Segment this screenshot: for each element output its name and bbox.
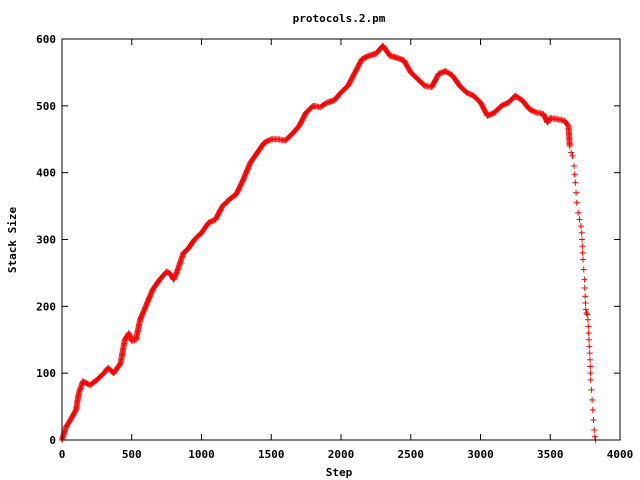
data-points [59,42,599,443]
y-tick-label: 200 [36,300,56,313]
data-point [267,136,274,143]
data-point [566,142,573,149]
data-point [588,386,595,393]
data-point [579,249,586,256]
data-point [587,356,594,363]
y-tick-label: 0 [49,434,56,447]
data-point [568,149,575,156]
data-point [581,276,588,283]
y-axis-label: Stack Size [6,207,19,274]
data-point [578,236,585,243]
data-point [584,311,591,318]
data-point [584,316,591,323]
data-point [589,396,596,403]
x-ticks: 0 500 1000 1500 2000 2500 3000 3500 4000 [59,39,634,461]
data-point [591,433,598,440]
x-tick-label: 4000 [607,448,634,461]
y-tick-label: 300 [36,234,56,247]
data-point [587,363,594,370]
data-point [577,223,584,230]
data-point [569,152,576,159]
y-tick-label: 100 [36,367,56,380]
data-point [582,306,589,313]
data-point [583,310,590,317]
data-point [586,350,593,357]
x-tick-label: 3000 [467,448,494,461]
y-ticks: 0 100 200 300 400 500 600 [36,33,620,447]
x-tick-label: 2500 [398,448,425,461]
data-point [573,189,580,196]
data-point [573,199,580,206]
data-point [585,336,592,343]
data-point [591,426,598,433]
x-tick-label: 2000 [328,448,355,461]
data-point [589,406,596,413]
data-point [570,162,577,169]
x-tick-label: 3500 [537,448,564,461]
data-point [579,243,586,250]
x-tick-label: 1000 [188,448,215,461]
data-point [576,216,583,223]
data-point [572,179,579,186]
data-point [532,108,539,115]
x-axis-label: Step [326,466,353,479]
data-point [590,416,597,423]
data-point [571,171,578,178]
data-point [582,293,589,300]
data-point [587,376,594,383]
x-tick-label: 500 [122,448,142,461]
x-tick-label: 1500 [258,448,285,461]
data-point [580,256,587,263]
data-point [580,266,587,273]
data-point [578,229,585,236]
y-tick-label: 400 [36,167,56,180]
data-point [585,323,592,330]
x-tick-label: 0 [59,448,66,461]
y-tick-label: 500 [36,100,56,113]
plot-frame [61,38,621,441]
y-tick-label: 600 [36,33,56,46]
data-point [575,209,582,216]
data-point [586,343,593,350]
data-point [581,284,588,291]
data-point [587,370,594,377]
data-point [585,330,592,337]
chart-title: protocols.2.pm [293,12,386,25]
data-point [582,299,589,306]
